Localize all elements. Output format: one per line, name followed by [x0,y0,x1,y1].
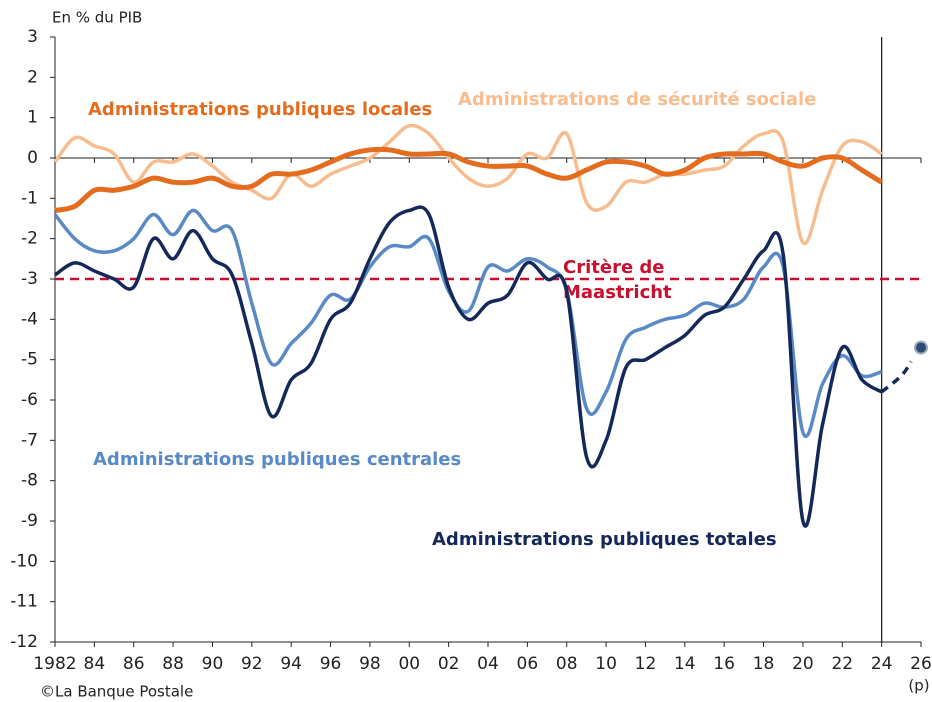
x-tick-label: 12 [635,654,657,674]
y-tick-label: -1 [21,188,38,208]
series-label: Administrations publiques locales [88,99,432,120]
y-tick-label: 2 [27,67,38,87]
series-label: Administrations publiques totales [432,529,777,550]
y-tick-label: -11 [10,592,38,612]
x-tick-label: 04 [477,654,499,674]
series-line [54,205,883,528]
y-tick-label: -10 [10,551,38,571]
y-tick-label: -7 [21,430,38,450]
source: ©La Banque Postale [40,683,193,701]
y-tick-label: -4 [21,309,38,329]
projection-point [914,340,928,355]
y-tick-label: 1 [27,108,38,128]
series-line [53,123,883,246]
x-tick-label: 90 [202,654,224,674]
x-tick-label: 20 [792,654,814,674]
x-tick-label: 92 [241,654,263,674]
y-axis-title: En % du PIB [52,9,142,27]
y-tick-label: -6 [21,390,38,410]
x-tick-label: 88 [162,654,184,674]
x-tick-label: 18 [753,654,775,674]
x-tick-label: 08 [556,654,578,674]
series-label: Administrations de sécurité sociale [458,89,816,110]
y-tick-label: 3 [27,27,38,47]
x-tick-label: 26 [910,654,932,674]
y-tick-label: -5 [21,350,38,370]
series-line [53,208,883,438]
series-line [54,146,883,213]
x-tick-label: 86 [123,654,145,674]
forecast-note: (p) [908,677,929,695]
y-tick-label: -12 [10,632,38,652]
x-tick-label: 94 [280,654,302,674]
y-tick-label: -3 [21,269,38,289]
x-tick-label: 02 [438,654,460,674]
x-tick-label: 98 [359,654,381,674]
y-tick-label: -9 [21,511,38,531]
x-tick-label: 84 [84,654,106,674]
series-label: Administrations publiques centrales [93,449,461,470]
x-tick-label: 24 [871,654,893,674]
y-tick-label: -2 [21,229,38,249]
x-tick-label: 22 [831,654,853,674]
projection-line [880,360,913,394]
y-tick-label: -8 [21,471,38,491]
y-tick-label: 0 [27,148,38,168]
x-tick-label: 96 [320,654,342,674]
maastricht-label: Critère de [563,257,665,278]
maastricht-label: Maastricht [563,282,672,303]
x-tick-label: 1982 [33,654,76,674]
x-tick-label: 10 [595,654,617,674]
x-tick-label: 16 [713,654,735,674]
x-tick-label: 00 [398,654,420,674]
x-tick-label: 06 [517,654,539,674]
x-tick-label: 14 [674,654,696,674]
